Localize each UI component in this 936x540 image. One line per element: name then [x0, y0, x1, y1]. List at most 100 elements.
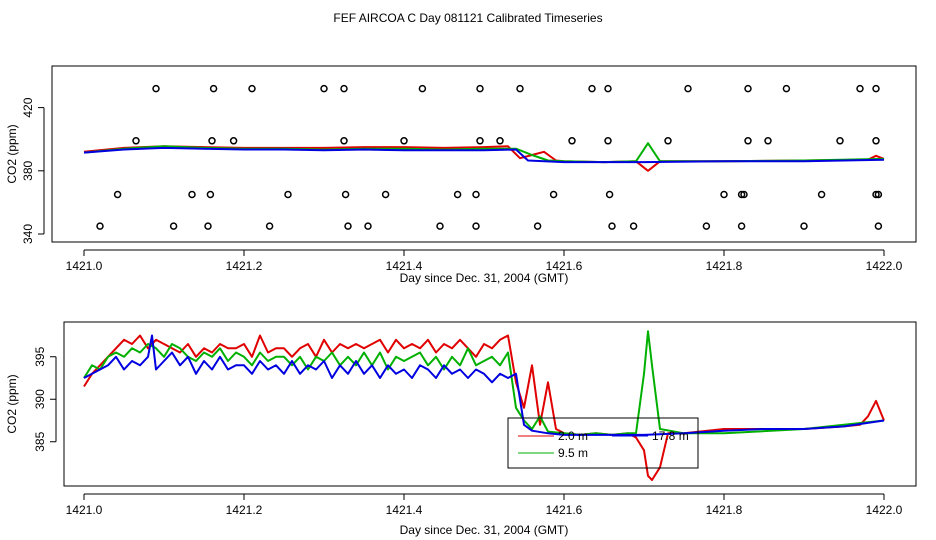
- top-axes: 1421.0 1421.2 1421.4 1421.6 1421.8 1422.0 340 3…: [21, 97, 903, 273]
- legend-box: 2.0 m 9.5 m 17.8 m: [507, 417, 699, 469]
- bottom-series-2-0-m: [83, 334, 885, 481]
- top-data-point: [169, 222, 178, 230]
- top-data-point: [381, 190, 390, 199]
- top-data-point: [208, 137, 216, 145]
- top-data-point: [740, 190, 748, 199]
- top-data-point: [608, 222, 616, 230]
- top-data-point: [872, 190, 880, 199]
- top-data-point: [340, 137, 348, 145]
- top-data-point: [152, 84, 160, 93]
- top-data-point: [113, 190, 122, 199]
- top-data-point: [364, 222, 372, 230]
- top-x-tick-label: 1421.4: [386, 259, 423, 273]
- top-panel: 1421.0 1421.2 1421.4 1421.6 1421.8 1422.0 340 3…: [5, 65, 917, 285]
- top-data-point: [96, 222, 104, 230]
- top-plot-frame: [51, 65, 917, 243]
- legend-label-9m: 9.5 m: [558, 446, 588, 460]
- top-data-point: [874, 222, 883, 230]
- bottom-series-group: [83, 330, 885, 481]
- top-data-point: [684, 84, 692, 93]
- bottom-y-axis-label: CO2 (ppm): [5, 374, 19, 433]
- top-data-point: [341, 190, 350, 199]
- top-points-group: [96, 84, 883, 230]
- top-x-tick-label: 1422.0: [866, 259, 903, 273]
- top-y-tick-label: 340: [21, 224, 35, 244]
- top-y-tick-label: 420: [21, 97, 35, 117]
- top-data-point: [516, 84, 524, 93]
- top-data-point: [533, 222, 542, 230]
- top-data-point: [872, 137, 880, 145]
- bottom-x-tick-label: 1421.0: [66, 503, 103, 517]
- legend-label-2m: 2.0 m: [558, 429, 588, 443]
- top-data-point: [604, 137, 612, 145]
- top-data-point: [874, 190, 883, 199]
- bottom-series-9-5-m: [83, 330, 885, 436]
- top-y-tick-label: 380: [21, 160, 35, 180]
- bottom-y-tick-label: 395: [33, 346, 47, 366]
- legend-label-17m: 17.8 m: [652, 429, 689, 443]
- top-data-point: [340, 84, 348, 93]
- top-data-point: [588, 84, 596, 93]
- top-data-point: [472, 190, 480, 199]
- top-data-point: [248, 84, 256, 93]
- top-data-point: [568, 137, 576, 145]
- top-x-tick-label: 1421.8: [706, 259, 743, 273]
- top-data-point: [800, 222, 808, 230]
- top-data-point: [629, 222, 638, 230]
- bottom-x-tick-label: 1421.2: [226, 503, 263, 517]
- top-data-point: [344, 222, 352, 230]
- legend-frame: [507, 417, 699, 469]
- top-data-point: [782, 84, 791, 93]
- bottom-plot-frame: [63, 321, 917, 487]
- bottom-y-tick-label: 390: [33, 389, 47, 409]
- top-series-9-5-m: [83, 142, 885, 164]
- top-x-axis-label: Day since Dec. 31, 2004 (GMT): [400, 271, 569, 285]
- top-data-point: [737, 190, 746, 199]
- top-data-point: [436, 222, 444, 230]
- top-data-point: [204, 222, 212, 230]
- top-data-point: [817, 190, 826, 199]
- top-data-point: [549, 190, 558, 199]
- top-data-point: [453, 190, 462, 199]
- top-data-point: [744, 84, 752, 93]
- top-data-point: [764, 137, 772, 145]
- top-data-point: [206, 190, 215, 199]
- top-data-point: [472, 222, 480, 230]
- top-y-axis-label: CO2 (ppm): [5, 124, 19, 183]
- top-data-point: [664, 137, 672, 145]
- top-data-point: [702, 222, 711, 230]
- top-data-point: [320, 84, 328, 93]
- top-data-point: [188, 190, 196, 199]
- chart-title: FEF AIRCOA C Day 081121 Calibrated Times…: [333, 11, 602, 25]
- bottom-y-tick-label: 385: [33, 431, 47, 451]
- top-data-point: [284, 190, 292, 199]
- top-x-tick-label: 1421.0: [66, 259, 103, 273]
- bottom-x-tick-label: 1421.4: [386, 503, 423, 517]
- top-data-point: [132, 137, 140, 145]
- top-data-point: [856, 84, 864, 93]
- top-data-point: [872, 84, 880, 93]
- bottom-series-17-8-m: [83, 334, 885, 436]
- top-data-point: [720, 190, 728, 199]
- top-data-point: [476, 137, 484, 145]
- top-series-17-8-m: [83, 146, 885, 164]
- top-data-point: [418, 84, 427, 93]
- top-data-point: [836, 137, 844, 145]
- top-data-point: [604, 84, 612, 93]
- bottom-x-axis-label: Day since Dec. 31, 2004 (GMT): [400, 523, 569, 537]
- top-data-point: [496, 137, 504, 145]
- top-data-point: [265, 222, 274, 230]
- top-data-point: [209, 84, 218, 93]
- top-x-tick-label: 1421.2: [226, 259, 263, 273]
- bottom-axes: 1421.0 1421.2 1421.4 1421.6 1421.8 1422.0 385 3…: [33, 346, 903, 517]
- top-data-point: [605, 190, 614, 199]
- top-data-point: [229, 137, 238, 145]
- top-data-point: [400, 137, 408, 145]
- top-data-point: [744, 137, 752, 145]
- bottom-x-tick-label: 1422.0: [866, 503, 903, 517]
- bottom-x-tick-label: 1421.8: [706, 503, 743, 517]
- bottom-x-tick-label: 1421.6: [546, 503, 583, 517]
- top-x-tick-label: 1421.6: [546, 259, 583, 273]
- bottom-panel: 1421.0 1421.2 1421.4 1421.6 1421.8 1422.0 385 3…: [5, 321, 917, 537]
